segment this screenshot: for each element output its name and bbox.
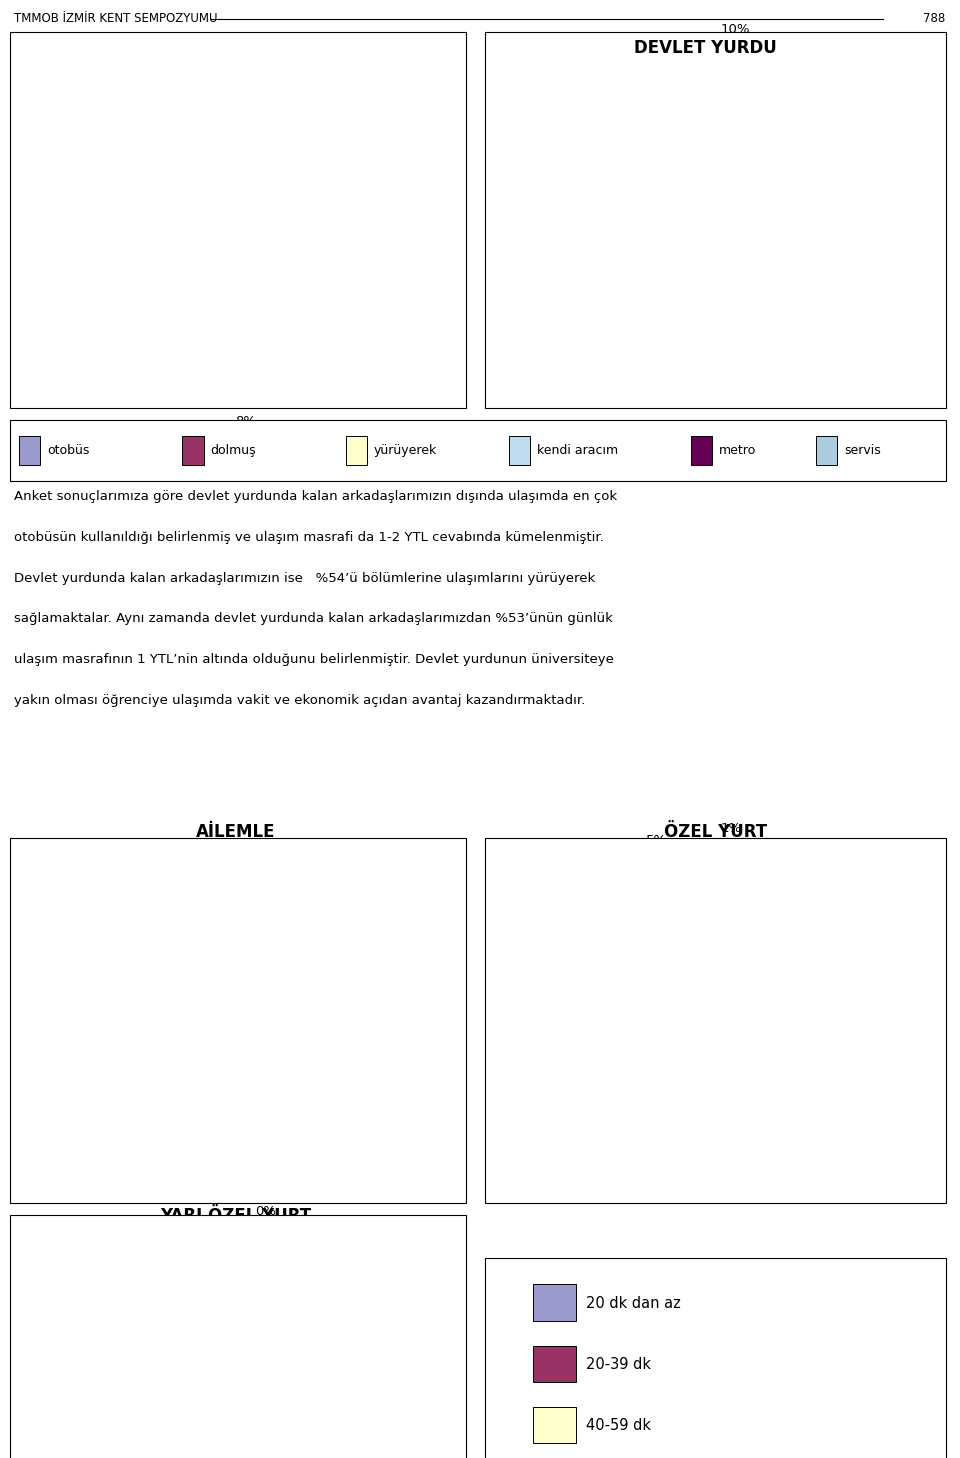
Title: AİLEMLE: AİLEMLE bbox=[196, 824, 275, 841]
Wedge shape bbox=[153, 1021, 362, 1161]
Text: 7%: 7% bbox=[83, 77, 104, 90]
Text: otobüs: otobüs bbox=[47, 445, 89, 456]
Wedge shape bbox=[166, 80, 235, 223]
Wedge shape bbox=[707, 881, 715, 1021]
Text: 46%: 46% bbox=[857, 932, 887, 945]
Text: metro: metro bbox=[719, 445, 756, 456]
Text: TMMOB İZMİR KENT SEMPOZYUMU: TMMOB İZMİR KENT SEMPOZYUMU bbox=[14, 12, 218, 25]
Wedge shape bbox=[97, 223, 235, 306]
Text: 5%: 5% bbox=[883, 277, 904, 290]
Wedge shape bbox=[191, 1266, 235, 1408]
Text: 40-59 dk: 40-59 dk bbox=[586, 1419, 651, 1433]
Text: 24%: 24% bbox=[36, 1391, 66, 1404]
Wedge shape bbox=[120, 223, 235, 347]
Wedge shape bbox=[715, 223, 857, 283]
Text: ulaşım masrafının 1 YTL’nin altında olduğunu belirlenmiştir. Devlet yurdunun üni: ulaşım masrafının 1 YTL’nin altında oldu… bbox=[14, 653, 614, 666]
Text: 6%: 6% bbox=[539, 926, 559, 939]
Wedge shape bbox=[95, 903, 235, 1134]
Text: 28%: 28% bbox=[250, 1194, 279, 1207]
Wedge shape bbox=[166, 223, 244, 364]
Text: yürüyerek: yürüyerek bbox=[373, 445, 437, 456]
Text: 9%: 9% bbox=[164, 34, 185, 47]
Text: DEVLET YURDU: DEVLET YURDU bbox=[635, 39, 777, 57]
Wedge shape bbox=[663, 881, 715, 1021]
Wedge shape bbox=[619, 891, 715, 1021]
Text: 6%: 6% bbox=[46, 171, 67, 184]
Text: 44%: 44% bbox=[365, 1292, 394, 1303]
Text: 20 dk dan az: 20 dk dan az bbox=[586, 1296, 681, 1311]
Wedge shape bbox=[160, 881, 235, 1021]
Wedge shape bbox=[575, 919, 750, 1161]
Text: sağlamaktalar. Aynı zamanda devlet yurdunda kalan arkadaşlarımızdan %53’ünün gün: sağlamaktalar. Aynı zamanda devlet yurdu… bbox=[14, 612, 613, 625]
Wedge shape bbox=[632, 80, 715, 223]
Text: 21%: 21% bbox=[83, 321, 112, 334]
Wedge shape bbox=[235, 881, 331, 1021]
Wedge shape bbox=[715, 881, 855, 1156]
Text: 9%: 9% bbox=[123, 857, 144, 870]
Text: 5%: 5% bbox=[188, 1217, 209, 1231]
Text: 27%: 27% bbox=[847, 90, 876, 104]
Text: otobüsün kullanıldığı belirlenmiş ve ulaşım masrafi da 1-2 YTL cevabında kümelen: otobüsün kullanıldığı belirlenmiş ve ula… bbox=[14, 531, 604, 544]
Text: 55%: 55% bbox=[623, 382, 653, 395]
Text: 20%: 20% bbox=[396, 975, 426, 989]
Wedge shape bbox=[97, 1408, 288, 1458]
Text: 2%: 2% bbox=[552, 114, 573, 127]
Text: Devlet yurdunda kalan arkadaşlarımızın ise   %54’ü bölümlerine ulaşımlarını yürü: Devlet yurdunda kalan arkadaşlarımızın i… bbox=[14, 572, 595, 585]
Text: 49%: 49% bbox=[332, 206, 362, 219]
Wedge shape bbox=[612, 112, 715, 223]
Text: 12%: 12% bbox=[299, 841, 328, 854]
Wedge shape bbox=[92, 1271, 235, 1443]
Text: 0%: 0% bbox=[254, 1206, 276, 1219]
Text: 20-39 dk: 20-39 dk bbox=[586, 1357, 651, 1372]
Text: servis: servis bbox=[844, 445, 880, 456]
Wedge shape bbox=[235, 1266, 378, 1458]
Text: 10%: 10% bbox=[721, 23, 750, 36]
Text: 5%: 5% bbox=[646, 834, 667, 847]
Text: 788: 788 bbox=[924, 12, 946, 25]
Text: dolmuş: dolmuş bbox=[210, 445, 256, 456]
Title: ÖZEL YURT: ÖZEL YURT bbox=[663, 824, 767, 841]
Text: 31%: 31% bbox=[40, 1038, 70, 1051]
Wedge shape bbox=[624, 106, 715, 223]
Text: 8%: 8% bbox=[235, 414, 256, 427]
Wedge shape bbox=[235, 80, 378, 364]
Text: 1%: 1% bbox=[720, 822, 741, 835]
Wedge shape bbox=[572, 124, 845, 364]
Text: yakın olması öğrenciye ulaşımda vakit ve ekonomik açıdan avantaj kazandırmaktadı: yakın olması öğrenciye ulaşımda vakit ve… bbox=[14, 694, 586, 707]
Wedge shape bbox=[92, 98, 235, 258]
Wedge shape bbox=[715, 80, 858, 241]
Text: Anket sonuçlarımıza göre devlet yurdunda kalan arkadaşlarımızın dışında ulaşımda: Anket sonuçlarımıza göre devlet yurdunda… bbox=[14, 490, 617, 503]
Title: YARI ÖZEL YURT: YARI ÖZEL YURT bbox=[159, 1207, 311, 1225]
Wedge shape bbox=[235, 919, 375, 1080]
Text: kendi aracım: kendi aracım bbox=[537, 445, 618, 456]
Text: 1%: 1% bbox=[628, 38, 649, 50]
Text: 42%: 42% bbox=[587, 1155, 616, 1168]
